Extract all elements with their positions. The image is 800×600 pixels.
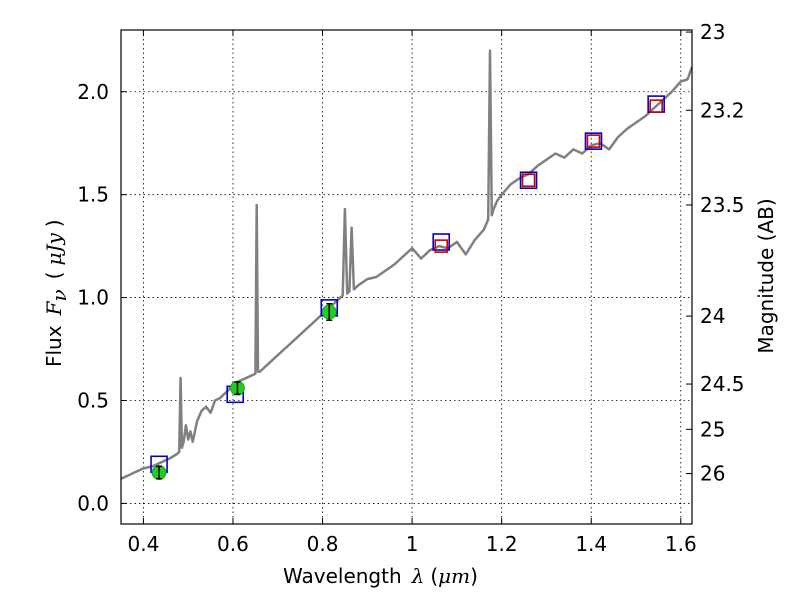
model-square [649,99,663,113]
y-tick-label: 1.5 [77,183,109,207]
spectrum-line [120,49,694,480]
photometry-square [584,132,603,150]
plot-data [120,49,694,480]
x-label-text: Wavelength [283,564,402,588]
grid [121,30,692,524]
x-tick-label: 1.2 [486,532,518,556]
y-label-unit: μJy [42,233,66,266]
y2-tick-label: 24.5 [700,372,745,396]
y2-tick-label: 24 [700,304,725,328]
y2-tick-label: 23.5 [700,193,745,217]
model-square [586,134,601,148]
x-label-unit: μm [438,564,470,588]
plot-frame [120,29,693,525]
x-tick-label: 1.6 [665,532,697,556]
y-label-symbol: F [42,300,66,316]
y2-axis-label: Magnitude (AB) [754,198,778,353]
x-tick-label: 0.8 [307,532,339,556]
y-label-text: Flux [42,325,66,367]
x-axis-label: Wavelength λ (μm) [283,564,478,588]
y-tick-label: 0.0 [77,491,109,515]
y2-tick-label: 25 [700,417,725,441]
y2-tick-label: 23 [700,20,725,44]
x-tick-label: 1 [406,532,419,556]
photometry-square [432,233,451,251]
y-tick-label: 1.0 [77,286,109,310]
y-tick-label: 2.0 [77,80,109,104]
axis-ticks: 0.4 0.6 0.8 1 1.2 1.4 1.6 0.0 0.5 1.0 1.5 2.0 23 23.2… [77,20,744,556]
y-tick-label: 0.5 [77,389,109,413]
x-tick-label: 1.4 [575,532,607,556]
photometry-square [519,171,538,190]
y-axis-label: Flux Fν ( μJy) [42,219,71,367]
y-label-open: ( [42,272,66,280]
model-square [521,173,536,188]
model-square [434,239,449,253]
x-label-close: ) [470,564,478,588]
y2-tick-label: 26 [700,462,725,486]
x-label-symbol: λ [411,564,425,588]
x-tick-label: 0.4 [127,532,159,556]
y-label-subscript: ν [47,289,71,301]
y2-tick-label: 23.2 [700,98,745,122]
x-label-open: ( [430,564,438,588]
y-label-close: ) [42,219,66,227]
x-tick-label: 0.6 [217,532,249,556]
